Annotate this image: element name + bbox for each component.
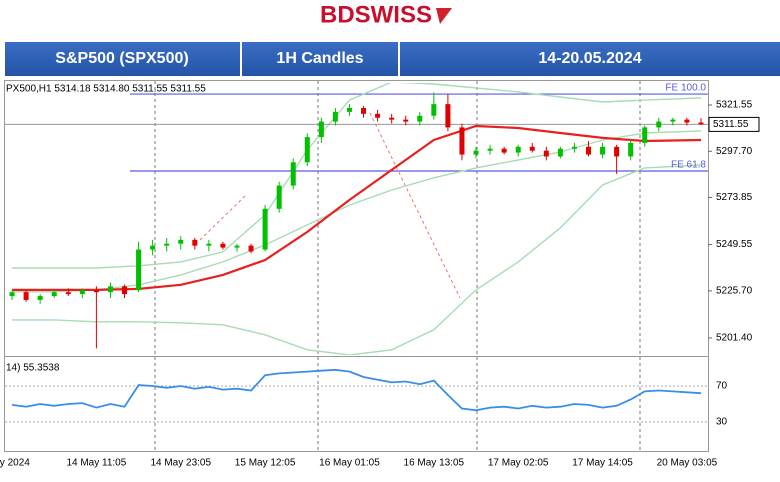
banner-cell bbox=[5, 42, 240, 76]
candle-body bbox=[459, 127, 465, 155]
candle-body bbox=[375, 113, 381, 118]
y-tick-label: 5297.70 bbox=[716, 146, 753, 157]
candle-body bbox=[51, 292, 57, 297]
candle-body bbox=[164, 243, 170, 246]
indicator-line bbox=[12, 124, 702, 291]
y-tick-label: 5273.85 bbox=[716, 192, 753, 203]
banner-text: 14-20.05.2024 bbox=[538, 50, 641, 67]
arrow bbox=[199, 194, 247, 241]
candle-body bbox=[192, 239, 198, 246]
candle-body bbox=[628, 142, 634, 157]
plot bbox=[5, 83, 708, 355]
candle-body bbox=[543, 150, 549, 157]
candle-body bbox=[248, 245, 254, 252]
candle-body bbox=[178, 239, 184, 244]
candle-body bbox=[487, 148, 493, 151]
level-label: FE 100.0 bbox=[665, 83, 706, 94]
candle-body bbox=[206, 243, 212, 246]
banner-cell bbox=[242, 42, 398, 76]
y-tick-label: 5201.40 bbox=[716, 333, 753, 344]
y-tick-label: 5321.55 bbox=[716, 100, 753, 111]
last-price-label: 5311.55 bbox=[713, 119, 749, 130]
rsi-line bbox=[11, 368, 702, 412]
x-tick-label: 14 May 11:05 bbox=[66, 458, 126, 469]
candle-body bbox=[445, 104, 451, 128]
x-tick-label: 14 May 23:05 bbox=[150, 458, 211, 469]
candle-body bbox=[23, 292, 29, 300]
candle-body bbox=[614, 146, 620, 157]
x-tick-label: 16 May 13:05 bbox=[404, 458, 465, 469]
candle-body bbox=[600, 146, 606, 155]
candle-body bbox=[403, 119, 409, 122]
chart-info: PX500,H1 5314.18 5314.80 5311.55 5311.55 bbox=[6, 84, 206, 95]
candle-body bbox=[79, 290, 85, 295]
projection-arrows bbox=[199, 112, 461, 299]
banner-cell bbox=[400, 42, 780, 76]
candle-body bbox=[150, 245, 156, 250]
candle-body bbox=[65, 292, 71, 295]
candle-body bbox=[136, 249, 142, 291]
candle-body bbox=[389, 117, 395, 120]
candle-body bbox=[571, 146, 577, 149]
candle-body bbox=[290, 162, 296, 186]
candle-body bbox=[361, 108, 367, 114]
candle-body bbox=[37, 296, 43, 300]
rsi-tick-label: 70 bbox=[716, 381, 728, 392]
y-tick-label: 5225.70 bbox=[716, 285, 753, 296]
candle-body bbox=[304, 137, 310, 163]
session-separators bbox=[154, 81, 641, 452]
candle-body bbox=[107, 286, 113, 293]
candle-body bbox=[332, 111, 338, 122]
candle-body bbox=[9, 292, 15, 297]
candle-body bbox=[220, 243, 226, 248]
candle-body bbox=[585, 146, 591, 155]
candle-body bbox=[276, 185, 282, 209]
candle-body bbox=[515, 146, 521, 153]
x-tick-label: 20 May 03:05 bbox=[657, 458, 718, 469]
x-tick-label: 16 May 01:05 bbox=[319, 458, 380, 469]
candle-body bbox=[642, 127, 648, 143]
candle-body bbox=[670, 119, 676, 122]
y-tick-label: 5249.55 bbox=[716, 239, 753, 250]
x-tick-label: 17 May 02:05 bbox=[488, 458, 549, 469]
candle-body bbox=[234, 245, 240, 248]
candle-body bbox=[529, 146, 535, 151]
x-tick-label: ay 2024 bbox=[0, 458, 30, 469]
candle-body bbox=[501, 148, 507, 153]
candle-body bbox=[318, 121, 324, 138]
candle-body bbox=[417, 115, 423, 122]
candle-body bbox=[473, 150, 479, 155]
arrow bbox=[369, 112, 461, 299]
candle-body bbox=[122, 286, 128, 295]
logo: BDSWISS bbox=[320, 1, 432, 28]
candle-body bbox=[346, 108, 352, 112]
candle-body bbox=[431, 104, 437, 116]
logo-icon bbox=[436, 8, 452, 24]
candle-body bbox=[93, 290, 99, 293]
banner-text: 1H Candles bbox=[276, 50, 363, 67]
indicator-line bbox=[12, 83, 702, 269]
last-price-box bbox=[708, 116, 760, 132]
rsi-tick-label: 30 bbox=[716, 417, 728, 428]
x-tick-label: 15 May 12:05 bbox=[235, 458, 296, 469]
plot-frame bbox=[4, 80, 709, 452]
candle-body bbox=[262, 208, 268, 250]
candle-body bbox=[656, 121, 662, 128]
candle-body bbox=[684, 119, 690, 123]
candle-body bbox=[698, 122, 704, 125]
indicator-line bbox=[12, 164, 702, 355]
banner-text: S&P500 (SPX500) bbox=[55, 50, 188, 67]
candle-body bbox=[557, 148, 563, 157]
rsi-label: 14) 55.3538 bbox=[6, 363, 60, 374]
x-tick-label: 17 May 14:05 bbox=[572, 458, 633, 469]
level-label: FE 61.8 bbox=[671, 160, 706, 171]
